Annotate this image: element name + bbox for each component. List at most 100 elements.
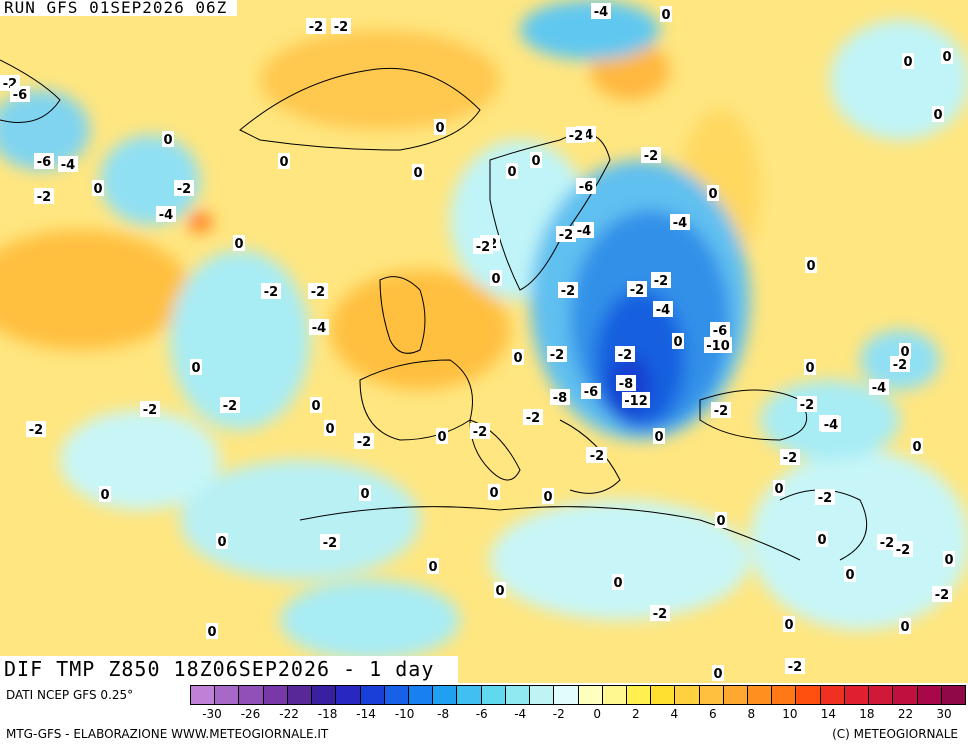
contour-value-label: -4 [58,156,78,173]
scale-swatch [191,686,216,704]
scale-swatch [675,686,700,704]
svg-text:-4: -4 [594,5,608,20]
contour-value-label: 0 [494,582,506,599]
scale-tick-label: -18 [317,707,338,721]
scale-tick-label: 14 [820,707,837,721]
svg-text:-4: -4 [824,418,838,433]
contour-value-label: -2 [877,534,897,551]
contour-value-label: -4 [309,319,329,336]
contour-value-label: 0 [612,574,624,591]
contour-value-label: 0 [899,343,911,360]
contour-value-label: -2 [615,346,635,363]
contour-value-label: -2 [26,421,46,438]
contour-value-label: -2 [566,127,586,144]
contour-value-label: -2 [523,409,543,426]
svg-text:0: 0 [845,568,854,583]
scale-swatch [457,686,482,704]
scale-swatch [530,686,555,704]
scale-tick-label: 4 [670,707,679,721]
contour-value-label: -8 [550,389,570,406]
svg-text:0: 0 [207,625,216,640]
contour-value-label: -6 [576,178,596,195]
scale-swatch [408,686,434,704]
contour-value-labels: -2-6-2-4-20-6-4-200-2-4-20000-2-4-200-2-… [0,3,955,682]
contour-value-label: 0 [672,333,684,350]
contour-value-label: -4 [869,379,889,396]
svg-text:0: 0 [311,399,320,414]
scale-swatch [287,686,313,704]
svg-text:-2: -2 [143,403,157,418]
svg-text:0: 0 [912,440,921,455]
svg-text:0: 0 [217,535,226,550]
contour-value-label: 0 [92,180,104,197]
scale-tick-label: 18 [859,707,875,721]
contour-value-label: -4 [574,222,594,239]
svg-text:-2: -2 [550,348,564,363]
svg-text:-2: -2 [569,129,583,144]
svg-text:-4: -4 [577,224,591,239]
scale-swatch [651,686,676,704]
contour-value-label: -2 [261,283,281,300]
contour-value-label: -2 [797,396,817,413]
svg-text:0: 0 [191,361,200,376]
svg-text:0: 0 [654,430,663,445]
svg-text:0: 0 [708,187,717,202]
contour-value-label: 0 [783,616,795,633]
svg-text:-4: -4 [656,303,670,318]
svg-text:-2: -2 [618,348,632,363]
contour-value-label: -2 [587,447,607,464]
svg-text:-4: -4 [872,381,886,396]
contour-value-label: 0 [932,106,944,123]
contour-value-label: 0 [542,488,554,505]
svg-text:0: 0 [360,487,369,502]
contour-value-label: -2 [473,238,493,255]
contour-value-label: -2 [140,401,160,418]
svg-text:-2: -2 [526,411,540,426]
contour-value-label: -2 [470,423,490,440]
contour-value-label: -2 [220,397,240,414]
scale-swatch [602,686,627,704]
contour-value-label: -4 [670,214,690,231]
svg-text:0: 0 [93,182,102,197]
svg-text:0: 0 [806,259,815,274]
contour-value-label: -6 [581,383,601,400]
contour-value-label: 0 [707,185,719,202]
middle-east-coast [779,489,868,561]
scale-tick-label: -4 [514,707,527,721]
svg-text:-2: -2 [323,536,337,551]
contour-value-label: 0 [310,397,322,414]
svg-text:-2: -2 [357,435,371,450]
svg-text:0: 0 [428,560,437,575]
contour-value-label: 0 [660,6,672,23]
contour-value-label: 0 [278,153,290,170]
contour-value-label: 0 [206,623,218,640]
svg-text:-2: -2 [561,284,575,299]
svg-text:-4: -4 [159,208,173,223]
svg-text:-2: -2 [37,190,51,205]
contour-value-label: 0 [359,485,371,502]
scale-tick-label: -10 [394,707,415,721]
contour-value-label: -6 [10,86,30,103]
svg-text:-2: -2 [893,358,907,373]
contour-value-label: -2 [780,449,800,466]
svg-text:0: 0 [491,272,500,287]
svg-text:0: 0 [543,490,552,505]
contour-value-label: 0 [715,512,727,529]
contour-value-label: 0 [488,484,500,501]
svg-text:0: 0 [805,361,814,376]
contour-value-label: -2 [890,356,910,373]
scale-swatch [893,686,918,704]
contour-value-label: -2 [174,180,194,197]
scale-swatch [820,686,845,704]
svg-text:-6: -6 [37,155,51,170]
contour-value-label: 0 [653,428,665,445]
svg-text:0: 0 [713,667,722,682]
scale-tick-label: -6 [475,707,488,721]
scale-swatch [578,686,603,704]
svg-text:-2: -2 [653,607,667,622]
svg-text:-4: -4 [312,321,326,336]
contour-value-label: -2 [306,18,326,35]
svg-text:-2: -2 [880,536,894,551]
contour-value-label: -2 [556,226,576,243]
svg-text:0: 0 [489,486,498,501]
